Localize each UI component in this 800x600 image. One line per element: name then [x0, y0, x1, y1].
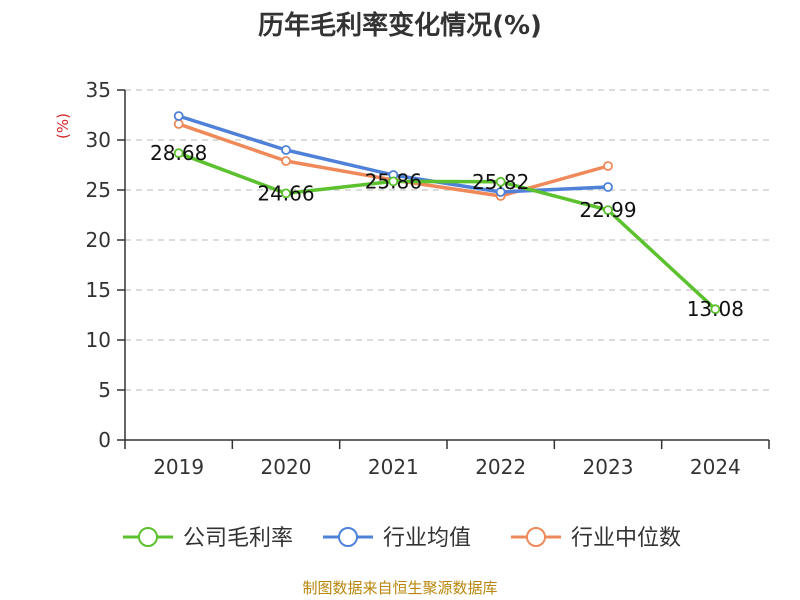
chart-title: 历年毛利率变化情况(%)	[258, 10, 542, 41]
legend[interactable]: 公司毛利率 行业均值 行业中位数	[123, 526, 681, 551]
legend-item-1[interactable]: 行业均值	[323, 526, 471, 551]
y-tick-label: 15	[86, 278, 111, 302]
data-point	[281, 156, 291, 166]
y-tick-label: 30	[86, 128, 111, 152]
series-group	[173, 111, 721, 315]
x-tick-label: 2024	[690, 455, 741, 479]
legend-label: 行业均值	[383, 526, 471, 551]
legend-label: 公司毛利率	[183, 526, 293, 551]
data-point	[173, 148, 184, 159]
y-tick-label: 20	[86, 228, 111, 252]
legend-marker	[526, 527, 546, 547]
gridlines	[125, 89, 769, 391]
data-label: 24.66	[257, 181, 314, 205]
y-axis-label: (%)	[54, 113, 72, 139]
data-point	[603, 205, 613, 216]
data-point	[710, 304, 721, 315]
legend-marker	[138, 527, 158, 547]
legend-item-2[interactable]: 行业中位数	[511, 526, 681, 551]
data-point	[281, 188, 291, 199]
legend-marker	[338, 527, 358, 547]
data-point	[173, 119, 184, 129]
y-tick-label: 25	[86, 178, 111, 202]
x-tick-label: 2020	[261, 455, 312, 479]
data-label: 22.99	[579, 198, 636, 222]
data-point	[495, 187, 506, 197]
source-note: 制图数据来自恒生聚源数据库	[302, 579, 497, 597]
data-label: 25.86	[365, 169, 422, 193]
data-point	[603, 182, 613, 192]
data-point	[495, 176, 506, 187]
data-label: 28.68	[150, 141, 207, 165]
data-labels: 28.68 24.66 25.86 25.82 22.99 13.08	[150, 141, 744, 321]
y-tick-label: 10	[86, 328, 111, 352]
data-label: 25.82	[472, 170, 529, 194]
y-tick-label: 5	[98, 378, 111, 402]
series-line-0	[178, 151, 717, 311]
x-tick-label: 2019	[153, 455, 204, 479]
x-tick-label: 2023	[583, 455, 634, 479]
x-tick-label: 2022	[475, 455, 526, 479]
data-label: 13.08	[687, 297, 744, 321]
data-point	[173, 111, 184, 121]
y-tick-label: 0	[98, 428, 111, 452]
axes: 0 5 10 15 20 25 30 35 2019 2020 2021 2022 2023 2024	[86, 78, 770, 479]
data-point	[603, 161, 613, 171]
x-tick-label: 2021	[368, 455, 419, 479]
legend-item-0[interactable]: 公司毛利率	[123, 526, 293, 551]
data-point	[388, 176, 399, 187]
y-tick-label: 35	[86, 78, 111, 102]
data-point	[281, 145, 291, 155]
legend-label: 行业中位数	[571, 526, 681, 551]
